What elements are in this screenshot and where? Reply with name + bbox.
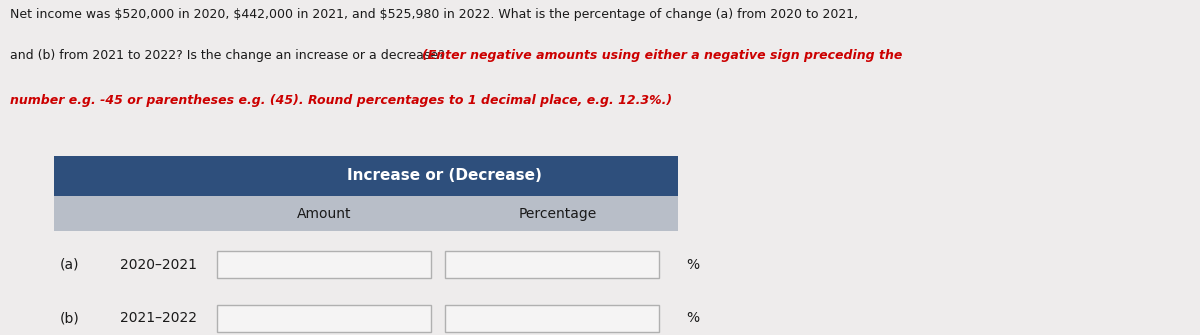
Text: %: % [686, 258, 700, 272]
Text: (Enter negative amounts using either a negative sign preceding the: (Enter negative amounts using either a n… [421, 49, 902, 62]
Text: Percentage: Percentage [518, 207, 598, 220]
Text: (a): (a) [60, 258, 79, 272]
FancyBboxPatch shape [217, 305, 431, 332]
FancyBboxPatch shape [54, 156, 678, 196]
FancyBboxPatch shape [445, 305, 659, 332]
FancyBboxPatch shape [445, 251, 659, 278]
Text: and (b) from 2021 to 2022? Is the change an increase or a decrease?: and (b) from 2021 to 2022? Is the change… [10, 49, 449, 62]
Text: Net income was $520,000 in 2020, $442,000 in 2021, and $525,980 in 2022. What is: Net income was $520,000 in 2020, $442,00… [10, 8, 858, 21]
Text: 2020–2021: 2020–2021 [120, 258, 197, 272]
Text: Increase or (Decrease): Increase or (Decrease) [347, 169, 541, 183]
Text: (b): (b) [60, 311, 79, 325]
Text: %: % [686, 311, 700, 325]
Text: Amount: Amount [296, 207, 352, 220]
Text: 2021–2022: 2021–2022 [120, 311, 197, 325]
Text: number e.g. -45 or parentheses e.g. (45). Round percentages to 1 decimal place, : number e.g. -45 or parentheses e.g. (45)… [10, 94, 672, 107]
FancyBboxPatch shape [54, 196, 678, 231]
FancyBboxPatch shape [217, 251, 431, 278]
